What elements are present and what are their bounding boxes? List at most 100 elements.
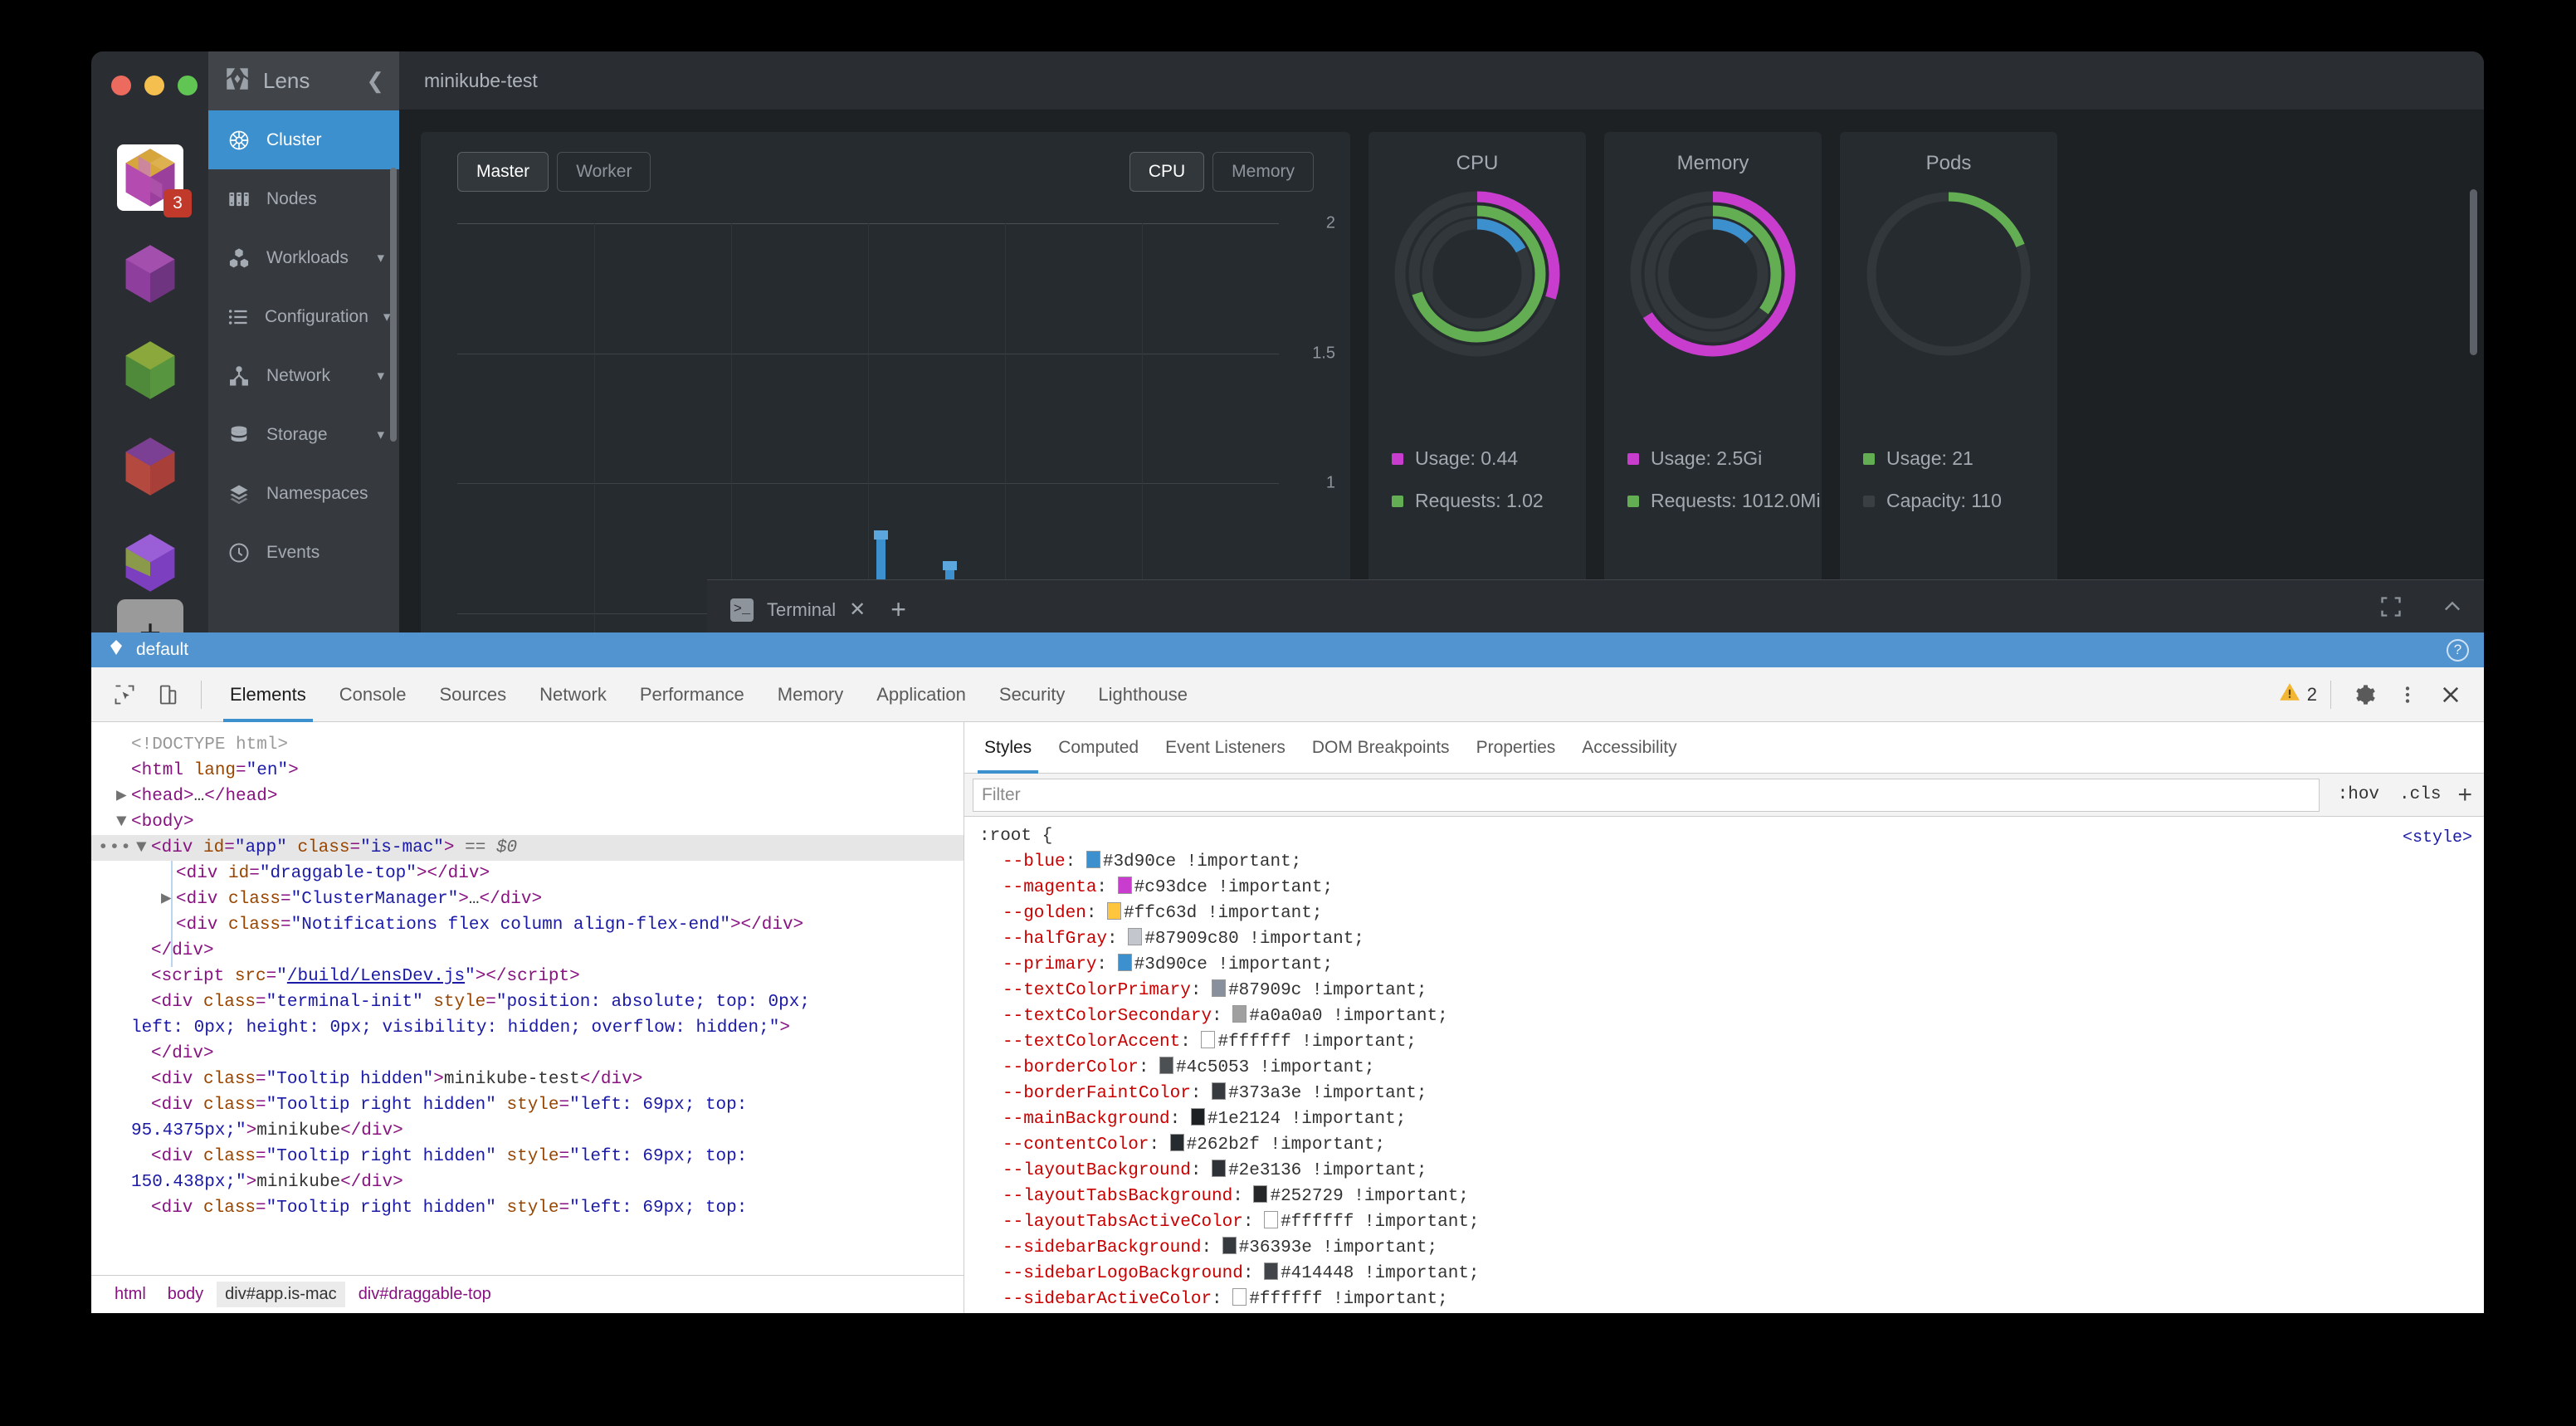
- window-maximize-button[interactable]: [178, 76, 198, 95]
- css-declaration[interactable]: --primary: #3d90ce !important;: [1003, 954, 1334, 974]
- dom-node-line[interactable]: <!DOCTYPE html>: [131, 735, 289, 755]
- tab-console[interactable]: Console: [324, 667, 422, 722]
- dom-node-line[interactable]: left: 0px; height: 0px; visibility: hidd…: [131, 1018, 790, 1038]
- sidebar-scrollbar[interactable]: [390, 168, 397, 442]
- dom-node-line[interactable]: </div>: [151, 1044, 214, 1063]
- cluster-icon-3[interactable]: [117, 337, 183, 403]
- chevron-up-icon[interactable]: [2441, 595, 2464, 624]
- terminal-close-icon[interactable]: ✕: [849, 598, 866, 621]
- dom-tree[interactable]: <!DOCTYPE html> <html lang="en"> ▶ <head>…<…: [91, 722, 964, 1275]
- tab-memory[interactable]: Memory: [763, 667, 858, 722]
- device-toolbar-icon[interactable]: [148, 675, 188, 715]
- sidebar-item-namespaces[interactable]: Namespaces: [208, 464, 399, 523]
- fullscreen-icon[interactable]: [2379, 595, 2403, 624]
- dom-expand-triangle[interactable]: ▼: [136, 838, 147, 857]
- main-scrollbar[interactable]: [2470, 189, 2477, 355]
- tab-sources[interactable]: Sources: [424, 667, 521, 722]
- dom-node-line[interactable]: ▼ <body>: [91, 809, 964, 835]
- gear-icon[interactable]: [2344, 675, 2384, 715]
- cls-toggle-button[interactable]: .cls: [2399, 785, 2442, 804]
- css-declaration[interactable]: --layoutTabsActiveColor: #ffffff !import…: [1003, 1211, 1480, 1232]
- color-swatch[interactable]: [1107, 902, 1122, 920]
- color-swatch[interactable]: [1232, 1288, 1247, 1306]
- cluster-icon-minikube-test[interactable]: 3: [117, 144, 192, 217]
- dom-node-line[interactable]: <div class="terminal-init" style="positi…: [151, 993, 810, 1012]
- css-declaration[interactable]: --contentColor: #262b2f !important;: [1003, 1134, 1386, 1155]
- hov-toggle-button[interactable]: :hov: [2337, 785, 2380, 804]
- dom-node-line[interactable]: <div class="Tooltip hidden">minikube-tes…: [151, 1070, 643, 1089]
- sidebar-item-network[interactable]: Network ▾: [208, 346, 399, 405]
- dom-node-line[interactable]: <div class="Tooltip right hidden" style=…: [151, 1199, 748, 1218]
- dom-node-line[interactable]: <html lang="en">: [131, 761, 299, 780]
- css-declaration[interactable]: --halfGray: #87909c80 !important;: [1003, 928, 1364, 949]
- dom-node-line[interactable]: <div class="Tooltip right hidden" style=…: [151, 1147, 748, 1166]
- css-declaration[interactable]: --textColorAccent: #ffffff !important;: [1003, 1031, 1417, 1052]
- close-icon[interactable]: [2431, 675, 2471, 715]
- dom-node-line[interactable]: </div>: [151, 941, 214, 960]
- css-declaration[interactable]: --blue: #3d90ce !important;: [1003, 851, 1302, 872]
- color-swatch[interactable]: [1117, 877, 1132, 894]
- inspect-cursor-icon[interactable]: [105, 675, 144, 715]
- breadcrumb-item[interactable]: div#app.is-mac: [217, 1282, 345, 1307]
- css-declaration[interactable]: --golden: #ffc63d !important;: [1003, 902, 1323, 923]
- terminal-add-icon[interactable]: +: [890, 594, 906, 624]
- css-declaration[interactable]: --mainBackground: #1e2124 !important;: [1003, 1108, 1407, 1129]
- styles-filter-input[interactable]: [973, 778, 2320, 812]
- color-swatch[interactable]: [1117, 954, 1132, 971]
- chevron-down-icon[interactable]: ▾: [377, 249, 384, 266]
- dom-node-line[interactable]: ▶ <div class="ClusterManager">…</div>: [91, 886, 964, 912]
- css-declaration[interactable]: --borderColor: #4c5053 !important;: [1003, 1057, 1375, 1077]
- color-swatch[interactable]: [1212, 1082, 1227, 1100]
- cpu-button[interactable]: CPU: [1129, 152, 1205, 192]
- css-declaration[interactable]: --sidebarBackground: #36393e !important;: [1003, 1237, 1438, 1258]
- color-swatch[interactable]: [1222, 1237, 1237, 1254]
- css-declaration[interactable]: --textColorPrimary: #87909c !important;: [1003, 979, 1427, 1000]
- css-declaration[interactable]: --layoutBackground: #2e3136 !important;: [1003, 1160, 1427, 1180]
- styles-tab-properties[interactable]: Properties: [1463, 722, 1569, 774]
- dom-node-line[interactable]: 95.4375px;">minikube</div>: [131, 1121, 403, 1140]
- dom-node-line[interactable]: <div id="draggable-top"></div>: [176, 864, 490, 883]
- tab-network[interactable]: Network: [524, 667, 622, 722]
- terminal-tab-label[interactable]: Terminal: [767, 598, 837, 620]
- cluster-icon-5[interactable]: [117, 530, 183, 596]
- help-icon[interactable]: ?: [2447, 638, 2469, 662]
- cluster-icon-4[interactable]: [117, 433, 183, 500]
- color-swatch[interactable]: [1201, 1031, 1216, 1048]
- css-declaration[interactable]: --layoutTabsBackground: #252729 !importa…: [1003, 1185, 1469, 1206]
- tab-lighthouse[interactable]: Lighthouse: [1083, 667, 1203, 722]
- dom-node-line[interactable]: ▶ <head>…</head>: [91, 784, 964, 809]
- dom-expand-triangle[interactable]: ▶: [161, 890, 172, 909]
- memory-button[interactable]: Memory: [1212, 152, 1314, 192]
- warning-badge[interactable]: 2: [2279, 681, 2317, 708]
- new-style-rule-button[interactable]: +: [2457, 780, 2472, 808]
- color-swatch[interactable]: [1086, 851, 1100, 868]
- tab-security[interactable]: Security: [984, 667, 1080, 722]
- sidebar-item-events[interactable]: Events: [208, 523, 399, 582]
- tab-elements[interactable]: Elements: [215, 667, 321, 722]
- master-button[interactable]: Master: [457, 152, 549, 192]
- sidebar-item-workloads[interactable]: Workloads ▾: [208, 228, 399, 287]
- style-source-link[interactable]: <style>: [2402, 828, 2472, 847]
- styles-tab-styles[interactable]: Styles: [971, 722, 1045, 774]
- dom-expand-triangle[interactable]: ▶: [116, 787, 127, 806]
- window-minimize-button[interactable]: [144, 76, 164, 95]
- color-swatch[interactable]: [1264, 1211, 1279, 1228]
- color-swatch[interactable]: [1212, 1160, 1227, 1177]
- css-declaration[interactable]: --magenta: #c93dce !important;: [1003, 877, 1334, 897]
- sidebar-item-nodes[interactable]: Nodes: [208, 169, 399, 228]
- breadcrumb-item[interactable]: div#draggable-top: [358, 1285, 491, 1303]
- chevron-down-icon[interactable]: ▾: [383, 308, 391, 325]
- dom-node-line[interactable]: <script src="/build/LensDev.js"></script…: [151, 967, 580, 986]
- dom-node-line[interactable]: <div class="Notifications flex column al…: [176, 916, 804, 935]
- chevron-down-icon[interactable]: ▾: [377, 426, 384, 442]
- dom-expand-triangle[interactable]: ▼: [116, 813, 127, 832]
- color-swatch[interactable]: [1190, 1108, 1205, 1126]
- dom-node-line[interactable]: ••• ▼ <div id="app" class="is-mac"> == $0: [91, 835, 964, 861]
- window-close-button[interactable]: [111, 76, 131, 95]
- color-swatch[interactable]: [1128, 928, 1143, 945]
- sidebar-item-storage[interactable]: Storage ▾: [208, 405, 399, 464]
- dom-gutter-dots[interactable]: •••: [98, 838, 132, 857]
- css-declaration[interactable]: --borderFaintColor: #373a3e !important;: [1003, 1082, 1427, 1103]
- tab-application[interactable]: Application: [861, 667, 981, 722]
- dom-node-line[interactable]: 150.438px;">minikube</div>: [131, 1173, 403, 1192]
